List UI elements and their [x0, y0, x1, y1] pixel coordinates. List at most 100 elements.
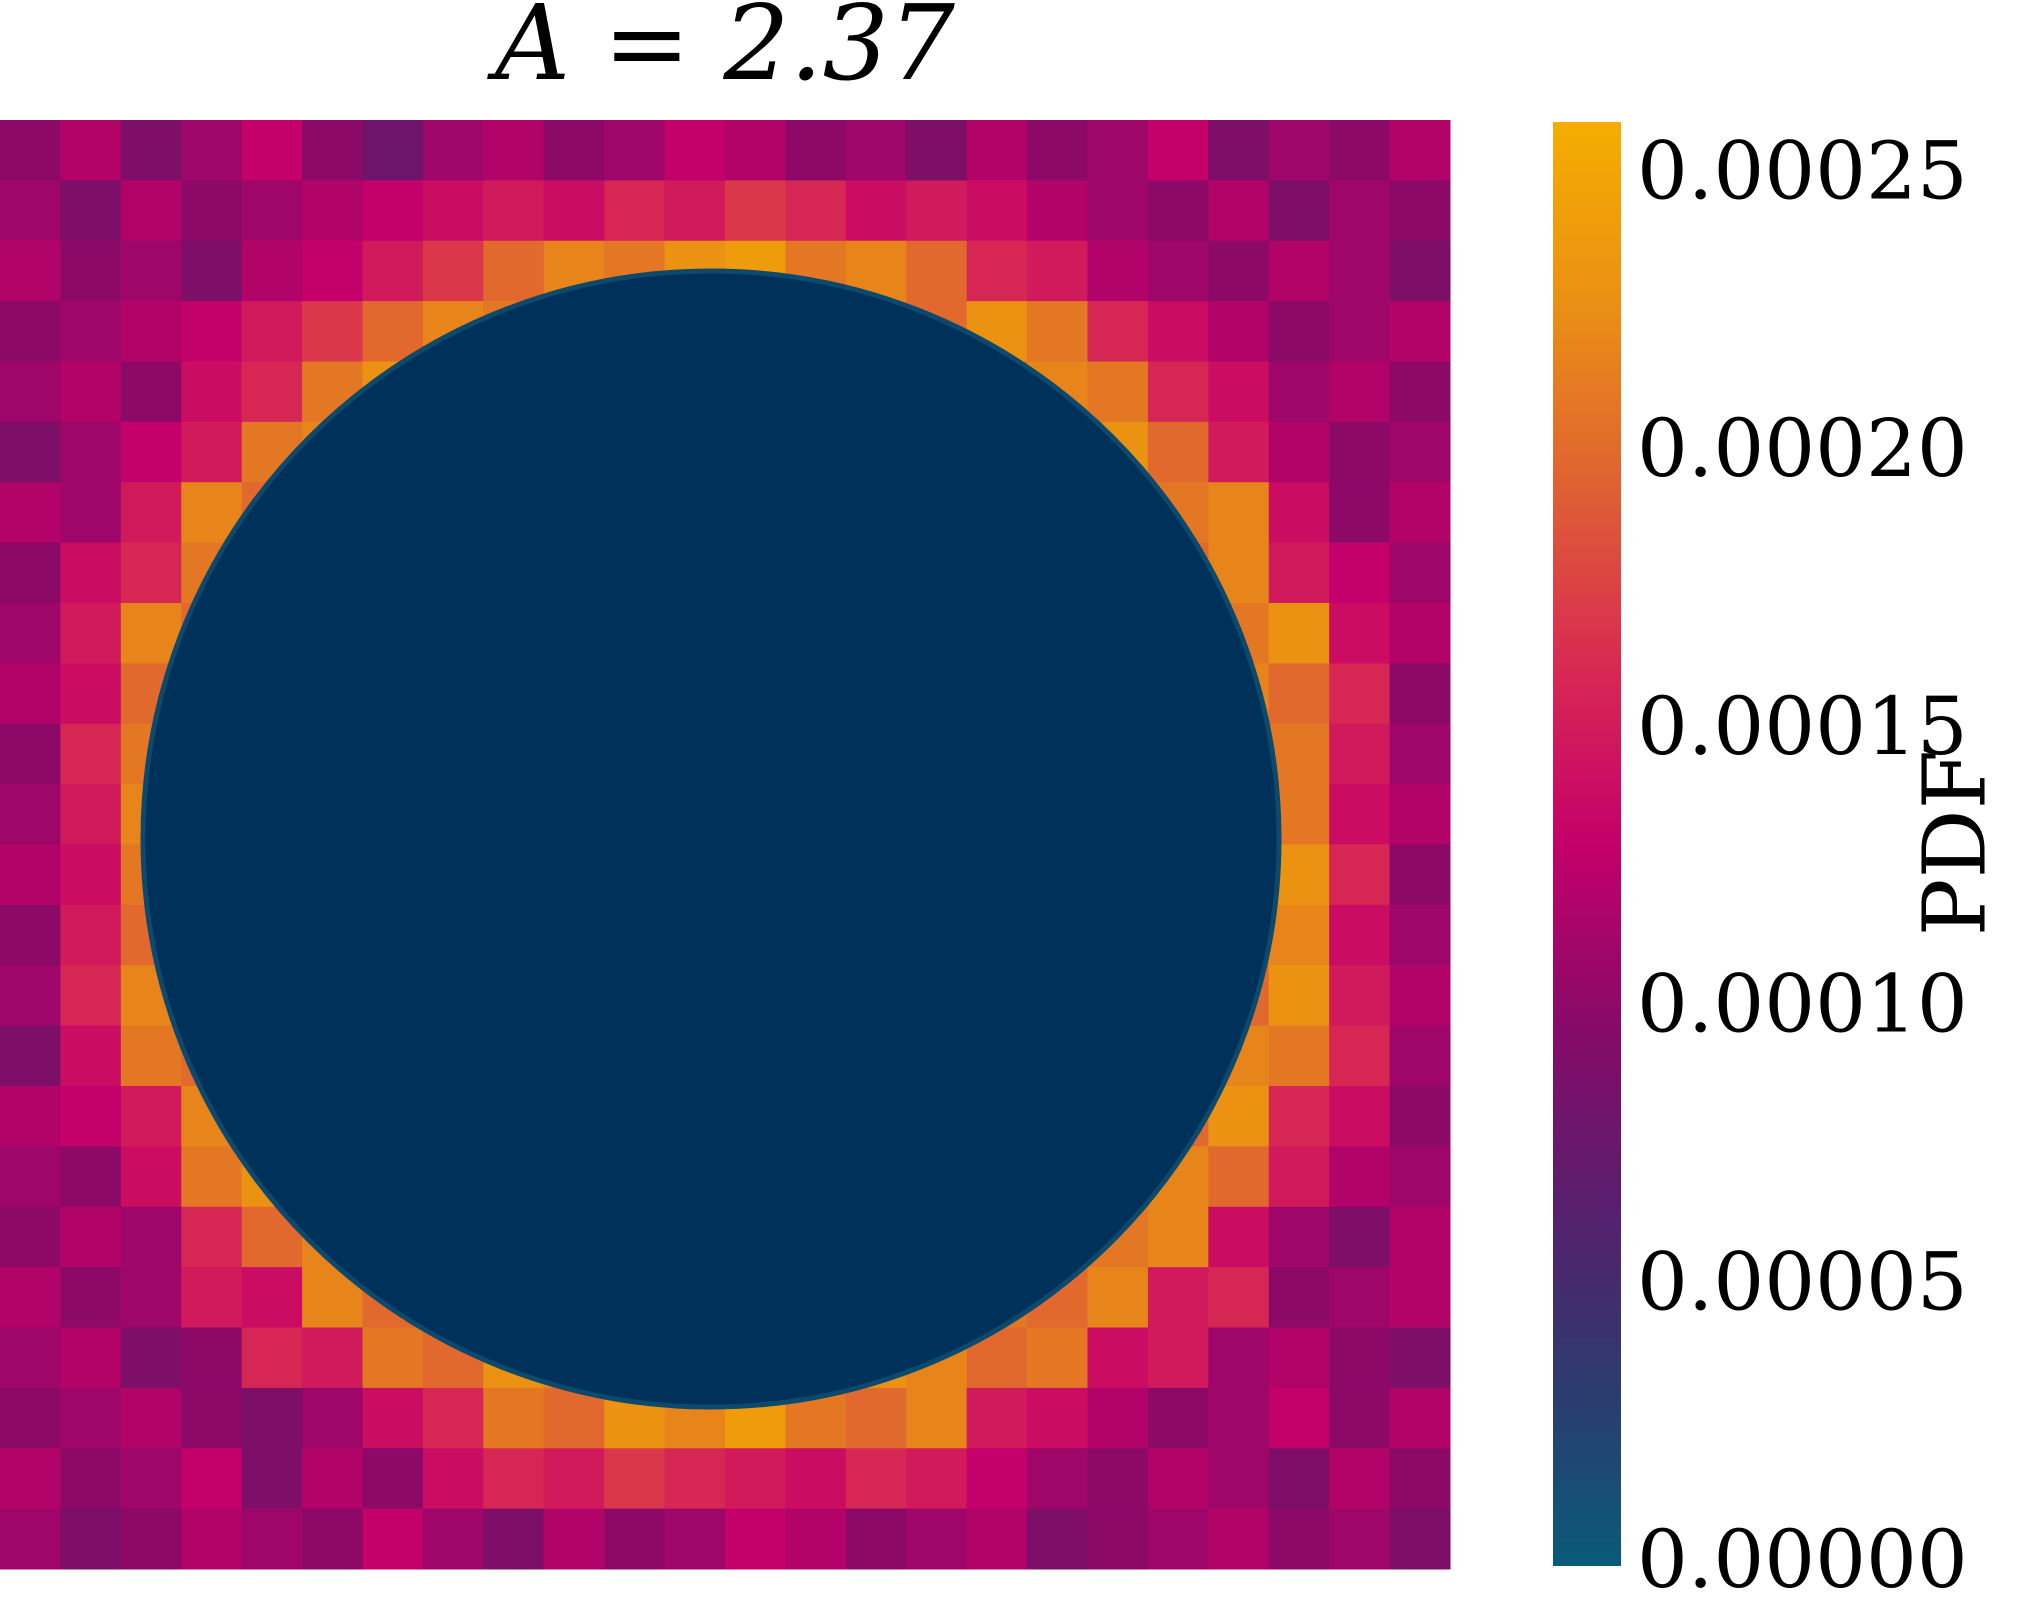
heatmap-cell	[1087, 1267, 1149, 1328]
heatmap-cell	[241, 180, 303, 242]
heatmap-cell	[60, 663, 122, 725]
heatmap-cell	[604, 180, 666, 242]
heatmap-cell	[1208, 361, 1270, 423]
heatmap-cell	[785, 180, 847, 242]
heatmap-cell	[181, 1327, 243, 1389]
heatmap-cell	[664, 1508, 726, 1570]
heatmap-cell	[543, 1508, 605, 1570]
heatmap-cell	[1329, 1267, 1391, 1328]
heatmap-cell	[1268, 965, 1330, 1027]
heatmap-cell	[0, 1025, 61, 1087]
heatmap-cell	[181, 421, 243, 483]
heatmap-cell	[1027, 1508, 1088, 1570]
heatmap-cell	[1087, 240, 1149, 302]
heatmap-cell	[1389, 1448, 1451, 1510]
colorbar-tick-label: 0.00015	[1637, 680, 1968, 773]
heatmap-cell	[60, 1025, 122, 1087]
heatmap-cell	[1389, 784, 1451, 845]
heatmap-cell	[1268, 723, 1330, 785]
heatmap-cell	[1329, 542, 1391, 604]
heatmap-cell	[362, 180, 424, 242]
heatmap-cell	[0, 482, 61, 544]
heatmap-cell	[302, 1448, 363, 1510]
heatmap-cell	[1268, 1086, 1330, 1147]
heatmap-cell	[966, 120, 1028, 181]
heatmap-cell	[60, 542, 122, 604]
heatmap-cell	[1208, 1387, 1270, 1449]
heatmap-cell	[362, 1387, 424, 1449]
heatmap-cell	[604, 1508, 666, 1570]
heatmap-cell	[181, 120, 243, 181]
heatmap-cell	[0, 301, 61, 362]
heatmap-cell	[0, 1508, 61, 1570]
heatmap-cell	[543, 1387, 605, 1449]
colorbar-tick-label: 0.00000	[1637, 1513, 1968, 1602]
heatmap-cell	[120, 120, 182, 181]
heatmap-cell	[966, 1448, 1028, 1510]
heatmap-cell	[0, 1086, 61, 1147]
heatmap-cell	[181, 1508, 243, 1570]
heatmap-cell	[241, 240, 303, 302]
heatmap-cell	[1268, 1267, 1330, 1328]
heatmap-cell	[302, 240, 363, 302]
heatmap-cell	[1268, 1508, 1330, 1570]
heatmap-cell	[1329, 1387, 1391, 1449]
heatmap-cell	[302, 120, 363, 181]
heatmap-cell	[0, 542, 61, 604]
heatmap-cell	[1208, 1448, 1270, 1510]
heatmap-cell	[60, 1206, 122, 1268]
heatmap-cell	[120, 542, 182, 604]
heatmap-cell	[1329, 421, 1391, 483]
heatmap-cell	[302, 180, 363, 242]
heatmap-cell	[1268, 301, 1330, 362]
heatmap-cell	[1329, 361, 1391, 423]
heatmap-cell	[1147, 1267, 1209, 1328]
heatmap-cell	[1027, 180, 1088, 242]
heatmap-cell	[60, 1267, 122, 1328]
heatmap-cell	[1268, 482, 1330, 544]
heatmap-cell	[241, 1387, 303, 1449]
heatmap-cell	[422, 1387, 484, 1449]
heatmap-cell	[1027, 1448, 1088, 1510]
heatmap-cell	[1389, 1387, 1451, 1449]
heatmap-cell	[966, 240, 1028, 302]
heatmap-cell	[1147, 240, 1209, 302]
heatmap-cell	[0, 965, 61, 1027]
heatmap-cell	[845, 120, 907, 181]
heatmap-cell	[60, 904, 122, 966]
heatmap-cell	[725, 1508, 786, 1570]
heatmap-cell	[845, 180, 907, 242]
heatmap-cell	[362, 1448, 424, 1510]
heatmap-cell	[60, 603, 122, 664]
heatmap-cell	[664, 1448, 726, 1510]
heatmap-cell	[60, 361, 122, 423]
heatmap-cell	[0, 120, 61, 181]
heatmap-cell	[1208, 1508, 1270, 1570]
heatmap-cell	[664, 120, 726, 181]
heatmap-cell	[785, 1448, 847, 1510]
heatmap-cell	[60, 1086, 122, 1147]
heatmap-cell	[906, 240, 968, 302]
heatmap-cell	[1389, 723, 1451, 785]
heatmap-cell	[120, 301, 182, 362]
heatmap-cell	[60, 965, 122, 1027]
heatmap-cell	[241, 1508, 303, 1570]
heatmap-cell	[483, 1508, 545, 1570]
heatmap-cell	[120, 1146, 182, 1208]
heatmap-cell	[1027, 120, 1088, 181]
heatmap-cell	[785, 120, 847, 181]
heatmap-cell	[1208, 1146, 1270, 1208]
heatmap-cell	[1208, 1267, 1270, 1328]
heatmap-cell	[120, 180, 182, 242]
heatmap-cell	[543, 180, 605, 242]
heatmap-cell	[1268, 603, 1330, 664]
heatmap-cell	[422, 1508, 484, 1570]
heatmap-cell	[0, 1267, 61, 1328]
heatmap-cell	[302, 1387, 363, 1449]
heatmap-cell	[0, 421, 61, 483]
heatmap-cell	[120, 1387, 182, 1449]
heatmap-cell	[0, 784, 61, 845]
heatmap-cell	[966, 1387, 1028, 1449]
heatmap-cell	[1147, 1448, 1209, 1510]
